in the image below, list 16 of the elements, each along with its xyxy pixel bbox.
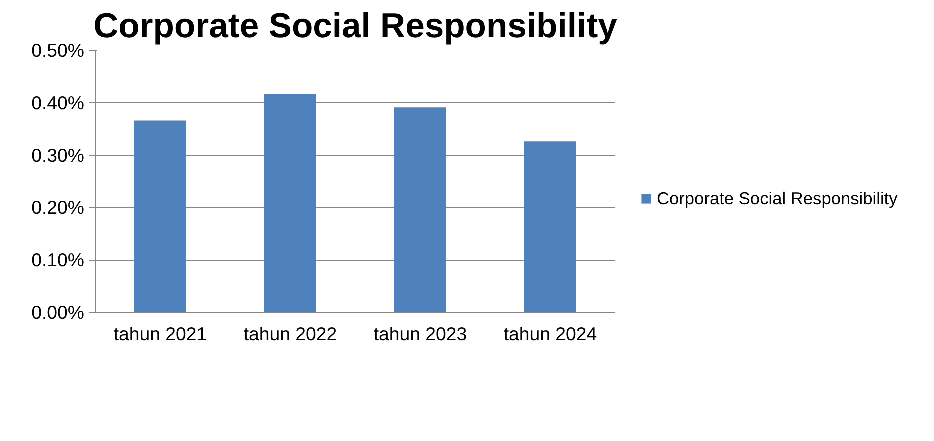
legend-label: Corporate Social Responsibility [657,188,898,209]
y-tick-label: 0.00% [32,302,85,323]
x-tick-label: tahun 2023 [374,324,468,344]
y-tick-label: 0.50% [32,40,85,61]
bar [134,120,186,312]
bar [524,142,576,312]
y-tick-label: 0.30% [32,144,85,166]
y-tick-label: 0.10% [32,250,85,271]
x-tick-label: tahun 2022 [244,324,338,344]
y-tick-label: 0.40% [32,92,85,114]
bar [264,94,316,312]
y-tick-label: 0.20% [32,197,85,218]
x-tick-label: tahun 2024 [504,324,598,344]
chart-title: Corporate Social Responsibility [94,8,618,46]
bar [394,108,446,312]
x-tick-label: tahun 2021 [114,324,208,344]
